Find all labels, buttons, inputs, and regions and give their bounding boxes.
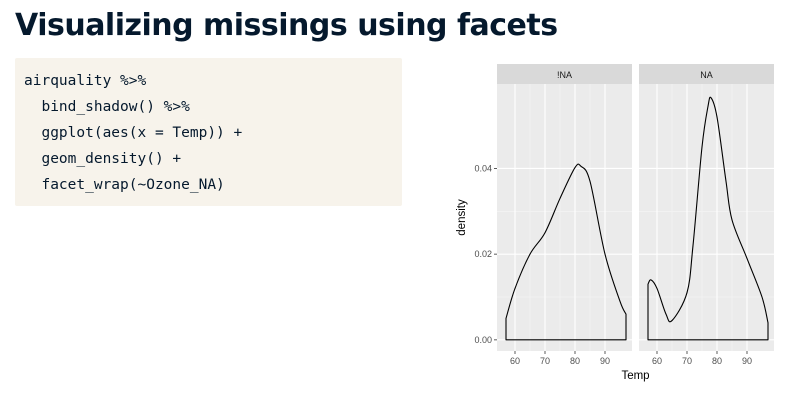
x-axis-title: Temp: [621, 370, 649, 382]
x-tick-label: 60: [652, 356, 662, 366]
slide-title: Visualizing missings using facets: [15, 8, 558, 43]
facet-strip: [639, 64, 774, 84]
code-line: bind_shadow() %>%: [24, 99, 190, 115]
facet-strip: [497, 64, 632, 84]
x-tick-label: 90: [600, 356, 610, 366]
x-tick-label: 90: [742, 356, 752, 366]
panel-background: [639, 84, 774, 351]
facet-strip-label: NA: [700, 70, 713, 80]
x-tick-label: 60: [510, 356, 520, 366]
x-tick-label: 80: [570, 356, 580, 366]
code-line: ggplot(aes(x = Temp)) +: [24, 125, 243, 141]
density-curve: [647, 96, 769, 341]
density-curve: [505, 163, 627, 341]
code-line: facet_wrap(~Ozone_NA): [24, 177, 225, 193]
density-facet-plot: !NA 60 70 80 90 NA 60 70 80 90 0.00 0.02 0.04 Temp den…: [440, 55, 801, 400]
y-tick-label: 0.00: [474, 335, 492, 345]
code-block: airquality %>% bind_shadow() %>% ggplot(…: [15, 58, 402, 206]
y-tick-label: 0.02: [474, 249, 492, 259]
y-tick-label: 0.04: [474, 163, 492, 173]
code-line: airquality %>%: [24, 73, 147, 89]
x-tick-label: 70: [682, 356, 692, 366]
x-tick-label: 70: [540, 356, 550, 366]
y-axis-title: density: [456, 199, 468, 236]
density-chart: !NA 60 70 80 90 NA 60 70 80 90 0.00 0.02 0.04 Temp den…: [456, 64, 774, 382]
code-line: geom_density() +: [24, 151, 182, 167]
x-tick-label: 80: [712, 356, 722, 366]
panel-background: [497, 84, 632, 351]
facet-strip-label: !NA: [557, 70, 572, 80]
